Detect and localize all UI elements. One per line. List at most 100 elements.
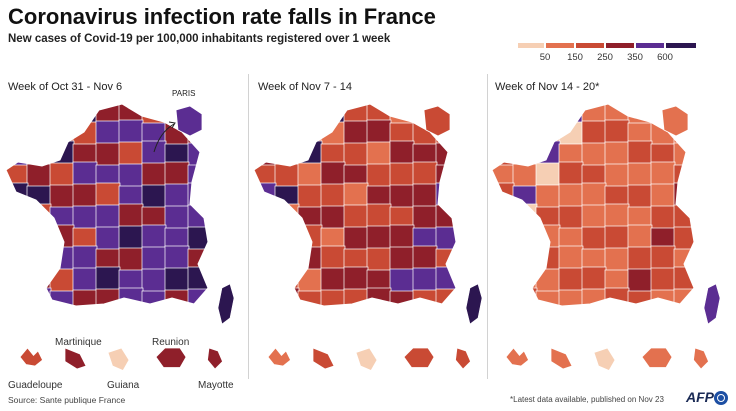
department-region xyxy=(558,205,584,231)
department-region xyxy=(187,226,208,252)
department-region xyxy=(72,245,98,271)
department-region xyxy=(492,104,515,124)
department-region xyxy=(389,246,415,272)
department-region xyxy=(343,104,369,124)
department-region xyxy=(118,225,144,251)
department-region xyxy=(274,163,300,189)
department-region xyxy=(297,246,323,272)
department-region xyxy=(343,226,369,252)
department-region xyxy=(492,204,515,230)
department-region xyxy=(95,104,121,124)
department-region xyxy=(604,225,630,251)
department-region xyxy=(366,163,392,189)
department-region xyxy=(492,288,515,306)
department-region xyxy=(581,142,607,168)
footnote: *Latest data available, published on Nov… xyxy=(510,395,664,404)
department-region xyxy=(581,226,607,252)
department-region xyxy=(435,204,456,230)
department-region xyxy=(343,204,369,230)
department-region xyxy=(6,226,29,252)
overseas-territory xyxy=(550,347,573,370)
department-region xyxy=(164,245,190,271)
department-region xyxy=(558,121,584,147)
legend-swatch-5 xyxy=(636,43,664,48)
department-region xyxy=(673,288,694,306)
overseas-territory xyxy=(403,347,435,368)
department-region xyxy=(558,161,584,187)
label-reunion: Reunion xyxy=(152,337,190,348)
corsica xyxy=(217,283,235,325)
france-map-week-2 xyxy=(253,103,483,371)
department-region xyxy=(343,288,369,306)
corsica xyxy=(465,283,483,325)
overseas-territory xyxy=(107,347,130,371)
legend-swatch-6 xyxy=(666,43,696,48)
department-region xyxy=(673,266,694,292)
label-guadeloupe: Guadeloupe xyxy=(8,380,63,391)
department-region xyxy=(141,162,167,188)
department-region xyxy=(512,225,538,251)
department-region xyxy=(72,104,98,125)
department-region xyxy=(512,247,538,273)
department-region xyxy=(187,142,208,168)
department-region xyxy=(581,204,607,230)
department-region xyxy=(604,163,630,189)
department-region xyxy=(320,267,346,293)
department-region xyxy=(627,268,653,294)
label-guiana: Guiana xyxy=(107,380,140,391)
department-region xyxy=(604,203,630,229)
department-region xyxy=(72,183,98,209)
department-region xyxy=(366,225,392,251)
department-region xyxy=(389,224,415,250)
department-region xyxy=(320,205,346,231)
overseas-territory xyxy=(641,347,673,368)
legend-swatch-4 xyxy=(606,43,634,48)
source-note: Source: Sante publique France xyxy=(8,395,126,405)
department-region xyxy=(297,140,323,166)
department-region xyxy=(95,142,121,168)
department-region xyxy=(254,288,277,306)
department-region xyxy=(6,288,29,306)
department-region xyxy=(118,203,144,229)
department-region xyxy=(604,141,630,167)
department-region xyxy=(141,184,167,210)
department-region xyxy=(412,161,438,187)
department-region xyxy=(118,247,144,273)
department-region xyxy=(26,163,52,189)
department-region xyxy=(95,266,121,292)
department-region xyxy=(535,246,561,272)
department-region xyxy=(366,119,392,145)
chart-subtitle: New cases of Covid-19 per 100,000 inhabi… xyxy=(8,33,391,45)
department-region xyxy=(6,248,29,274)
department-region xyxy=(320,161,346,187)
paris-inset xyxy=(661,105,689,137)
department-region xyxy=(164,205,190,231)
department-region xyxy=(627,140,653,166)
department-region xyxy=(274,119,300,145)
department-region xyxy=(6,266,29,292)
department-region xyxy=(581,288,607,306)
department-region xyxy=(274,225,300,251)
department-region xyxy=(6,120,29,146)
department-region xyxy=(389,140,415,166)
department-region xyxy=(366,247,392,273)
department-region xyxy=(389,162,415,188)
department-region xyxy=(274,247,300,273)
paris-inset xyxy=(175,105,203,137)
department-region xyxy=(297,162,323,188)
department-region xyxy=(535,104,561,126)
department-region xyxy=(535,140,561,166)
department-region xyxy=(558,183,584,209)
department-region xyxy=(558,267,584,293)
department-region xyxy=(389,268,415,294)
department-region xyxy=(604,247,630,273)
department-region xyxy=(343,142,369,168)
department-region xyxy=(49,140,75,166)
department-region xyxy=(627,162,653,188)
department-region xyxy=(141,268,167,294)
department-region xyxy=(297,104,323,126)
france-map-week-1 xyxy=(5,103,235,371)
department-region xyxy=(254,120,277,146)
department-region xyxy=(320,104,346,125)
legend-swatch-3 xyxy=(576,43,604,48)
